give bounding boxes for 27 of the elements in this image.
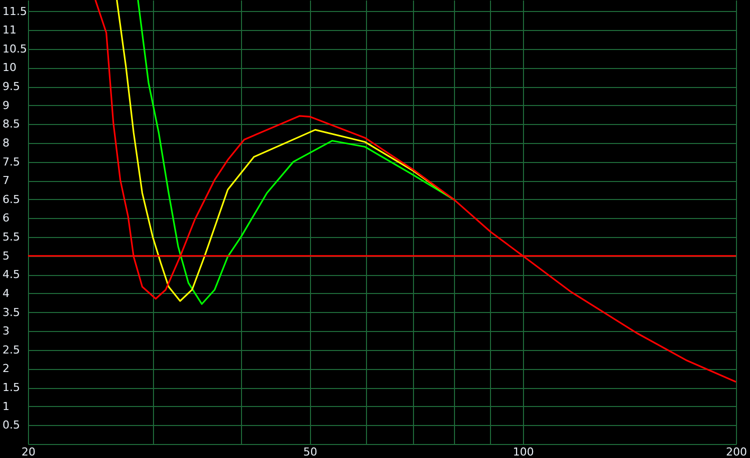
- y-tick-label: 11.5: [2, 4, 27, 18]
- y-tick-label: 11: [2, 24, 16, 37]
- y-tick-label: 3.5: [2, 306, 20, 319]
- x-tick-label: 200: [726, 446, 747, 458]
- y-tick-label: 7: [2, 174, 10, 188]
- y-tick-label: 1: [2, 400, 10, 413]
- y-tick-label: 2: [2, 362, 10, 376]
- y-tick-label: 3: [2, 324, 10, 338]
- y-tick-label: 4.5: [2, 268, 20, 282]
- y-tick-label: 9: [2, 98, 10, 112]
- y-tick-label: 0.5: [2, 418, 20, 432]
- y-tick-label: 8.5: [2, 118, 20, 131]
- y-tick-label: 5.5: [2, 230, 20, 244]
- y-tick-label: 4: [2, 286, 10, 300]
- y-tick-label: 5: [2, 249, 10, 262]
- y-tick-label: 7.5: [2, 155, 20, 168]
- x-tick-label: 50: [303, 446, 318, 458]
- y-tick-label: 6: [2, 212, 10, 225]
- y-tick-label: 1.5: [2, 381, 20, 394]
- y-tick-label: 9.5: [2, 80, 20, 94]
- y-tick-label: 10: [2, 61, 16, 74]
- x-tick-label: 100: [512, 446, 534, 458]
- y-tick-label: 6.5: [2, 192, 20, 206]
- y-tick-label: 2.5: [2, 343, 20, 356]
- y-tick-label: 8: [2, 136, 10, 150]
- y-tick-label: 10.5: [2, 42, 27, 56]
- x-tick-label: 20: [22, 446, 36, 458]
